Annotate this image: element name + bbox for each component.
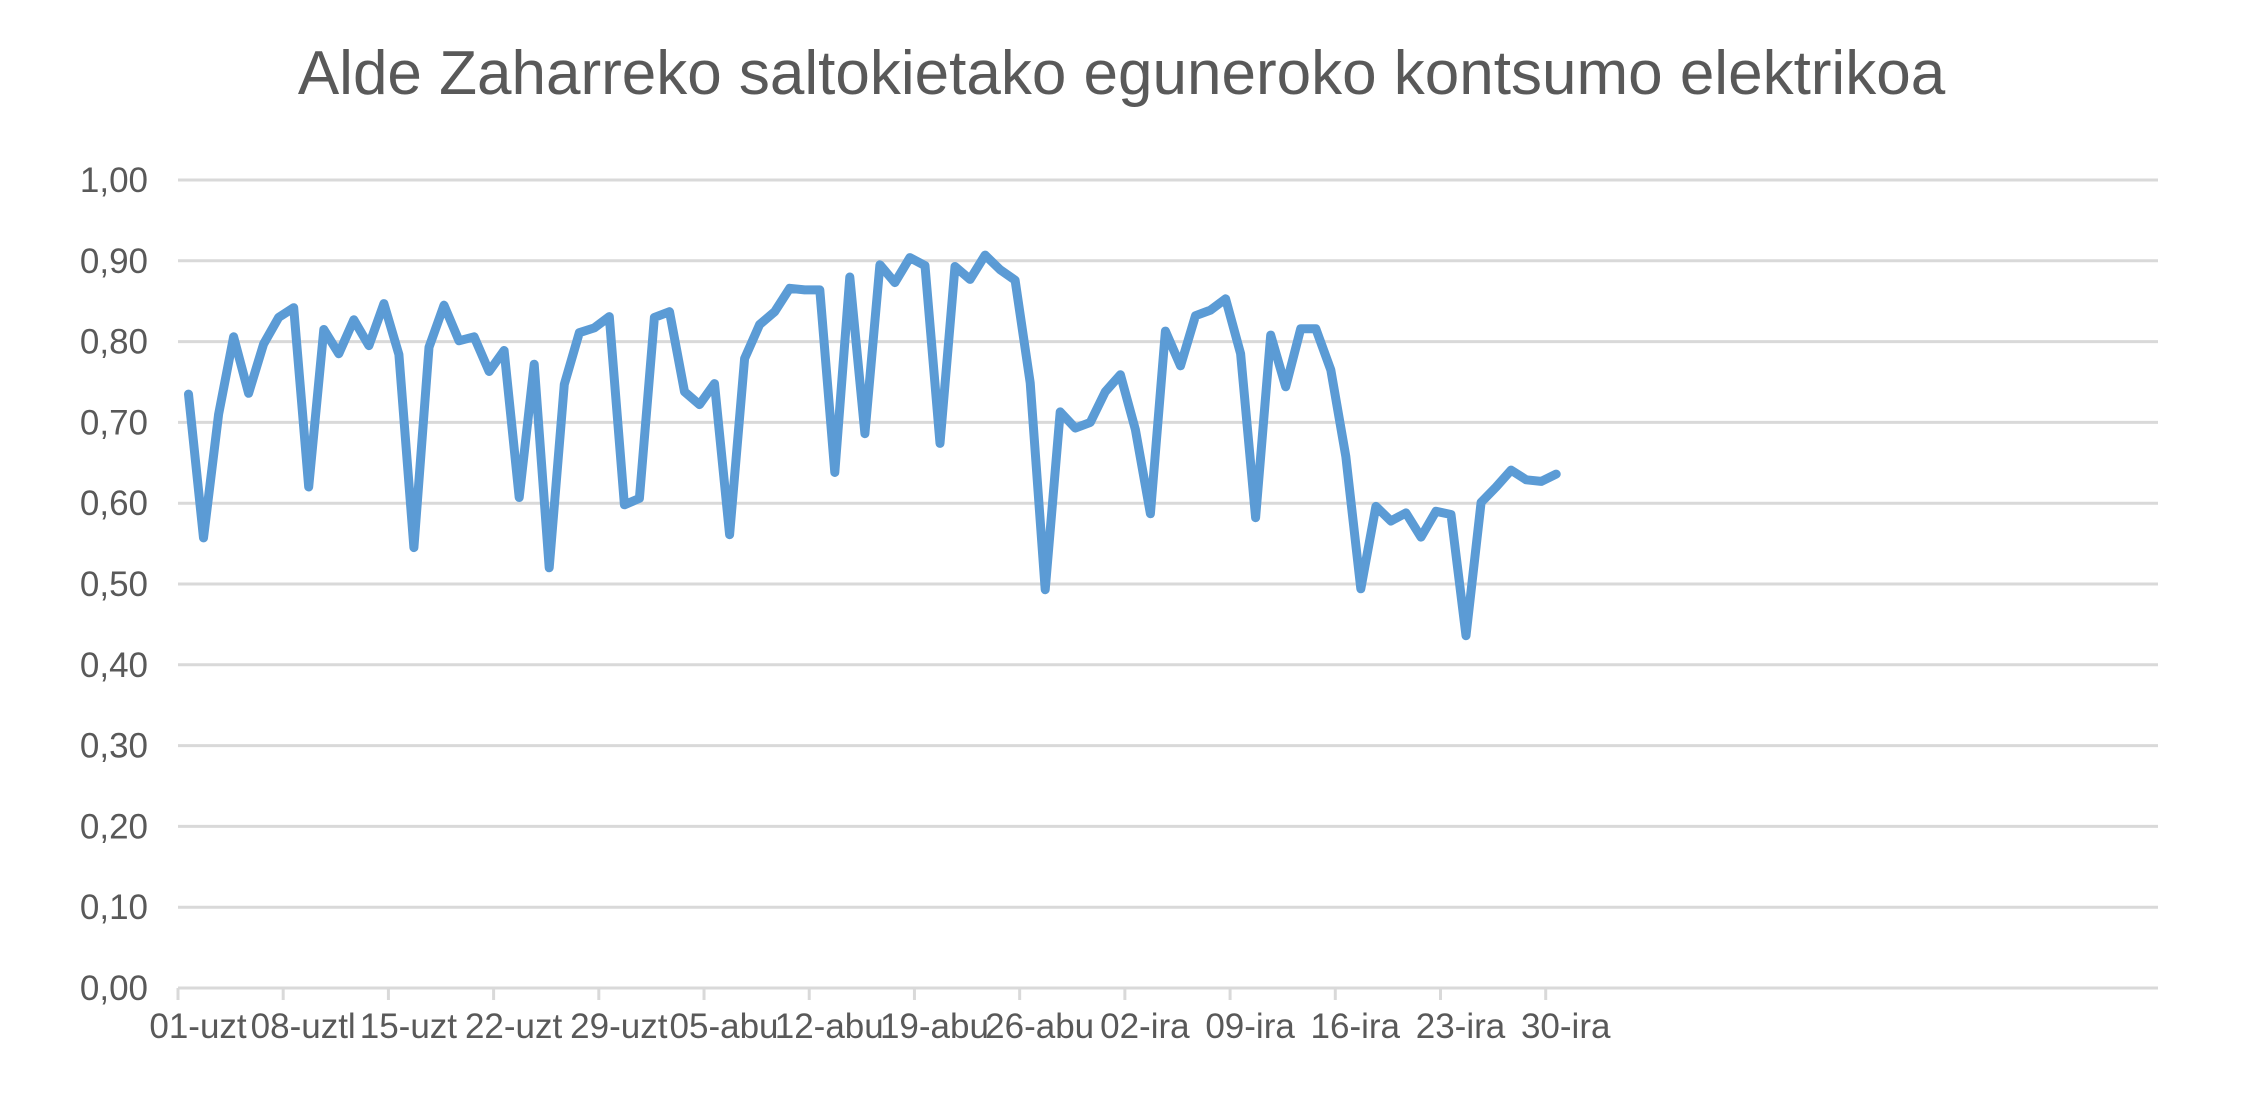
y-tick-label: 0,40 bbox=[80, 646, 148, 685]
x-tick-label: 30-ira bbox=[1521, 1007, 1611, 1046]
y-tick-label: 0,10 bbox=[80, 888, 148, 927]
x-tick-label: 16-ira bbox=[1311, 1007, 1401, 1046]
x-tick-label: 22-uzt bbox=[465, 1007, 563, 1046]
chart-title: Alde Zaharreko saltokietako eguneroko ko… bbox=[297, 39, 1946, 108]
x-tick-label: 01-uzt bbox=[149, 1007, 247, 1046]
y-tick-label: 0,60 bbox=[80, 484, 148, 523]
x-tick-label: 02-ira bbox=[1100, 1007, 1190, 1046]
x-tick-label: 23-ira bbox=[1416, 1007, 1506, 1046]
y-tick-label: 0,20 bbox=[80, 807, 148, 846]
x-tick-label: 09-ira bbox=[1205, 1007, 1295, 1046]
x-tick-label: 19-abu bbox=[880, 1007, 989, 1046]
x-tick-label: 29-uzt bbox=[570, 1007, 668, 1046]
y-tick-label: 0,70 bbox=[80, 403, 148, 442]
y-tick-label: 0,00 bbox=[80, 969, 148, 1008]
x-tick-label: 26-abu bbox=[985, 1007, 1094, 1046]
series-line bbox=[184, 250, 1561, 641]
y-tick-label: 0,50 bbox=[80, 565, 148, 604]
x-tick-label: 05-abu bbox=[670, 1007, 779, 1046]
x-tick-label: 12-abu bbox=[775, 1007, 884, 1046]
y-tick-label: 1,00 bbox=[80, 161, 148, 200]
y-tick-label: 0,90 bbox=[80, 242, 148, 281]
y-tick-label: 0,30 bbox=[80, 727, 148, 766]
y-tick-label: 0,80 bbox=[80, 323, 148, 362]
x-tick-label: 08-uztl bbox=[251, 1007, 356, 1046]
x-tick-label: 15-uzt bbox=[360, 1007, 458, 1046]
